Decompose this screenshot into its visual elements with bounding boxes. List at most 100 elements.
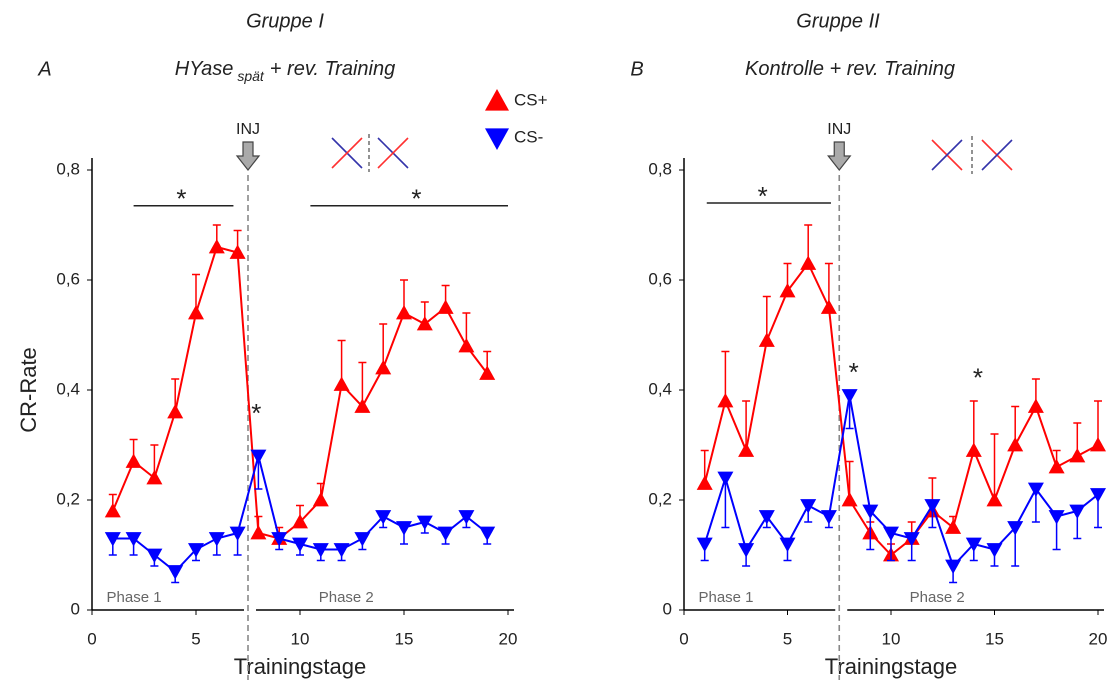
y-tick-label: 0,2 bbox=[648, 489, 672, 508]
marker bbox=[479, 365, 496, 380]
marker bbox=[965, 442, 982, 457]
marker bbox=[416, 515, 433, 530]
marker bbox=[1007, 521, 1024, 536]
marker bbox=[862, 504, 879, 519]
phase-label: Phase 1 bbox=[107, 589, 162, 606]
error-bar bbox=[969, 400, 978, 451]
marker bbox=[188, 305, 204, 320]
marker bbox=[738, 543, 755, 558]
marker bbox=[292, 537, 308, 552]
x-tick-label: 0 bbox=[679, 629, 688, 648]
significance-star: * bbox=[849, 357, 859, 387]
y-tick-label: 0,2 bbox=[56, 489, 80, 508]
marker bbox=[125, 453, 142, 468]
marker bbox=[986, 492, 1003, 507]
marker bbox=[125, 532, 142, 547]
marker bbox=[416, 316, 433, 331]
significance-star: * bbox=[251, 398, 261, 428]
marker bbox=[841, 492, 858, 507]
y-axis-label: CR-Rate bbox=[16, 347, 41, 433]
marker bbox=[104, 532, 121, 547]
marker bbox=[292, 514, 308, 529]
error-bar bbox=[742, 400, 751, 451]
marker bbox=[1007, 437, 1024, 452]
marker bbox=[945, 519, 962, 534]
marker bbox=[312, 492, 329, 507]
marker bbox=[312, 543, 329, 558]
phase-label: Phase 2 bbox=[910, 589, 965, 606]
marker bbox=[696, 475, 713, 490]
subtitle: HYase spät + rev. Training bbox=[175, 58, 395, 83]
marker bbox=[758, 332, 775, 347]
subtitle-rest: + rev. Training bbox=[270, 58, 395, 80]
legend-label: CS+ bbox=[514, 90, 548, 109]
marker bbox=[1048, 459, 1065, 474]
marker bbox=[820, 299, 837, 314]
marker bbox=[696, 537, 713, 552]
marker bbox=[779, 537, 796, 552]
marker bbox=[250, 449, 267, 464]
series-line bbox=[703, 261, 1099, 557]
error-bar bbox=[721, 478, 730, 529]
marker bbox=[1090, 437, 1106, 452]
marker bbox=[758, 510, 775, 525]
marker bbox=[717, 393, 734, 408]
marker bbox=[333, 376, 350, 391]
subtitle-main: Kontrolle + rev. Training bbox=[745, 58, 955, 80]
marker bbox=[986, 543, 1003, 558]
x-tick-label: 15 bbox=[985, 629, 1004, 648]
marker bbox=[479, 526, 496, 541]
group-title: Gruppe II bbox=[796, 10, 880, 32]
marker bbox=[271, 532, 288, 547]
marker bbox=[146, 470, 163, 485]
error-bar bbox=[721, 350, 730, 401]
marker bbox=[945, 559, 962, 574]
marker bbox=[229, 244, 246, 259]
injection-arrow bbox=[827, 141, 852, 171]
subtitle-sub: spät bbox=[237, 68, 265, 84]
marker bbox=[104, 503, 121, 518]
marker bbox=[396, 521, 412, 536]
marker bbox=[167, 565, 184, 580]
legend-label: CS- bbox=[514, 127, 543, 146]
phase-label: Phase 1 bbox=[698, 589, 753, 606]
marker bbox=[924, 499, 941, 514]
y-tick-label: 0,4 bbox=[648, 379, 672, 398]
x-axis-label: Trainingstage bbox=[234, 654, 366, 679]
significance-star: * bbox=[973, 362, 983, 392]
significance-star: * bbox=[176, 184, 186, 214]
y-tick-label: 0,6 bbox=[56, 269, 80, 288]
marker bbox=[458, 510, 475, 525]
marker bbox=[738, 442, 755, 457]
y-tick-label: 0,8 bbox=[648, 159, 672, 178]
y-tick-label: 0,4 bbox=[56, 379, 80, 398]
marker bbox=[1069, 504, 1086, 519]
marker bbox=[800, 255, 817, 270]
legend-marker bbox=[485, 128, 509, 150]
marker bbox=[333, 543, 350, 558]
marker bbox=[779, 283, 796, 298]
marker bbox=[375, 360, 392, 375]
cross-symbols bbox=[331, 134, 1013, 174]
marker bbox=[437, 526, 454, 541]
marker bbox=[375, 510, 392, 525]
phase-label: Phase 2 bbox=[319, 589, 374, 606]
series-line bbox=[111, 245, 488, 540]
significance-star: * bbox=[758, 181, 768, 211]
injection-arrow bbox=[235, 141, 261, 171]
injection-label: INJ bbox=[827, 121, 851, 138]
marker bbox=[883, 526, 899, 541]
x-tick-label: 15 bbox=[395, 629, 414, 648]
marker bbox=[188, 543, 204, 558]
y-tick-label: 0 bbox=[663, 599, 672, 618]
x-tick-label: 20 bbox=[1089, 629, 1108, 648]
injection-label: INJ bbox=[236, 121, 260, 138]
y-tick-label: 0,8 bbox=[56, 159, 80, 178]
marker bbox=[396, 305, 412, 320]
marker bbox=[458, 338, 475, 353]
marker bbox=[841, 389, 858, 404]
group-title: Gruppe I bbox=[246, 10, 324, 32]
marker bbox=[354, 532, 371, 547]
panel-label: B bbox=[630, 58, 643, 80]
